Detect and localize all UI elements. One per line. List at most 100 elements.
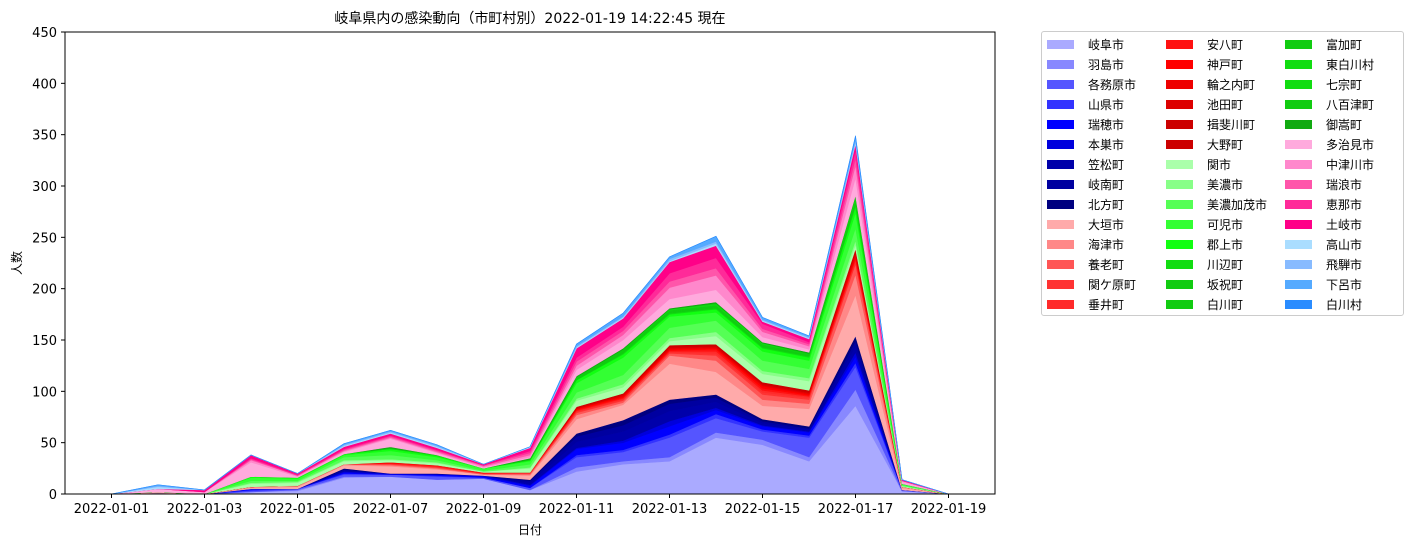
legend-label: 北方町 — [1088, 196, 1124, 213]
legend-label: 土岐市 — [1326, 216, 1362, 233]
legend-swatch — [1047, 180, 1074, 189]
legend-item: 養老町 — [1047, 257, 1124, 271]
y-tick-label: 400 — [32, 77, 57, 92]
x-axis-ticks: 2022-01-01 2022-01-03 2022-01-05 2022-01-07… — [74, 494, 987, 517]
legend-item: 美濃加茂市 — [1166, 197, 1267, 211]
legend-label: 川辺町 — [1207, 256, 1243, 273]
legend-swatch — [1047, 260, 1074, 269]
legend-label: 山県市 — [1088, 96, 1124, 113]
y-tick-label: 300 — [32, 180, 57, 195]
legend-label: 下呂市 — [1326, 276, 1362, 293]
legend-label: 池田町 — [1207, 96, 1243, 113]
legend-swatch — [1285, 180, 1312, 189]
legend-swatch — [1047, 300, 1074, 309]
legend-label: 御嵩町 — [1326, 116, 1362, 133]
x-tick-label: 2022-01-19 — [911, 502, 987, 517]
legend-label: 笠松町 — [1088, 156, 1124, 173]
legend-swatch — [1285, 120, 1312, 129]
legend-swatch — [1285, 60, 1312, 69]
legend-swatch — [1166, 160, 1193, 169]
legend-swatch — [1285, 140, 1312, 149]
y-axis-label: 人数 — [9, 251, 24, 275]
legend-swatch — [1166, 220, 1193, 229]
legend-label: 瑞穂市 — [1088, 116, 1124, 133]
legend-swatch — [1285, 200, 1312, 209]
legend-label: 坂祝町 — [1207, 276, 1243, 293]
legend-item: 安八町 — [1166, 37, 1243, 51]
legend-swatch — [1166, 240, 1193, 249]
legend-item: 関市 — [1166, 157, 1231, 171]
legend-label: 大垣市 — [1088, 216, 1124, 233]
x-tick-label: 2022-01-15 — [725, 502, 801, 517]
legend-label: 安八町 — [1207, 36, 1243, 53]
legend-swatch — [1047, 140, 1074, 149]
legend-swatch — [1285, 260, 1312, 269]
legend-item: 本巣市 — [1047, 137, 1124, 151]
legend-swatch — [1047, 200, 1074, 209]
legend-swatch — [1285, 80, 1312, 89]
legend-label: 養老町 — [1088, 256, 1124, 273]
legend-swatch — [1285, 300, 1312, 309]
legend-swatch — [1166, 80, 1193, 89]
legend-swatch — [1047, 40, 1074, 49]
legend-label: 郡上市 — [1207, 236, 1243, 253]
x-axis-label: 日付 — [518, 523, 542, 537]
y-tick-label: 450 — [32, 26, 57, 41]
legend-swatch — [1166, 260, 1193, 269]
x-tick-label: 2022-01-09 — [446, 502, 522, 517]
legend-swatch — [1285, 40, 1312, 49]
x-tick-label: 2022-01-11 — [539, 502, 615, 517]
legend-item: 高山市 — [1285, 237, 1362, 251]
legend-item: 富加町 — [1285, 37, 1362, 51]
legend-item: 羽島市 — [1047, 57, 1124, 71]
legend-item: 大野町 — [1166, 137, 1243, 151]
legend-swatch — [1047, 160, 1074, 169]
legend-label: 関市 — [1207, 156, 1231, 173]
x-tick-label: 2022-01-07 — [353, 502, 429, 517]
legend-swatch — [1166, 300, 1193, 309]
legend-swatch — [1285, 100, 1312, 109]
legend-label: 岐南町 — [1088, 176, 1124, 193]
legend-swatch — [1166, 100, 1193, 109]
legend-label: 白川町 — [1207, 296, 1243, 313]
legend-label: 海津市 — [1088, 236, 1124, 253]
legend-item: 郡上市 — [1166, 237, 1243, 251]
x-tick-label: 2022-01-01 — [74, 502, 150, 517]
x-tick-label: 2022-01-17 — [818, 502, 894, 517]
legend-swatch — [1047, 220, 1074, 229]
legend-item: 白川村 — [1285, 297, 1362, 311]
legend-label: 揖斐川町 — [1207, 116, 1255, 133]
legend-item: 関ケ原町 — [1047, 277, 1136, 291]
legend-label: 羽島市 — [1088, 56, 1124, 73]
legend-item: 北方町 — [1047, 197, 1124, 211]
legend-item: 七宗町 — [1285, 77, 1362, 91]
legend-item: 美濃市 — [1166, 177, 1243, 191]
stacked-areas — [112, 136, 949, 494]
y-tick-label: 150 — [32, 334, 57, 349]
y-tick-label: 350 — [32, 129, 57, 144]
legend-item: 海津市 — [1047, 237, 1124, 251]
legend-label: 高山市 — [1326, 236, 1362, 253]
legend-label: 垂井町 — [1088, 296, 1124, 313]
legend-item: 大垣市 — [1047, 217, 1124, 231]
legend-label: 中津川市 — [1326, 156, 1374, 173]
legend-label: 輪之内町 — [1207, 76, 1255, 93]
y-tick-label: 50 — [40, 437, 57, 452]
legend-item: 垂井町 — [1047, 297, 1124, 311]
legend-item: 神戸町 — [1166, 57, 1243, 71]
legend-swatch — [1047, 120, 1074, 129]
legend-item: 恵那市 — [1285, 197, 1362, 211]
legend-item: 瑞穂市 — [1047, 117, 1124, 131]
y-tick-label: 250 — [32, 231, 57, 246]
legend-swatch — [1166, 60, 1193, 69]
legend: 岐阜市羽島市各務原市山県市瑞穂市本巣市笠松町岐南町北方町大垣市海津市養老町関ケ原… — [1041, 31, 1404, 316]
legend-swatch — [1166, 180, 1193, 189]
legend-item: 白川町 — [1166, 297, 1243, 311]
legend-swatch — [1166, 200, 1193, 209]
legend-item: 揖斐川町 — [1166, 117, 1255, 131]
legend-swatch — [1047, 280, 1074, 289]
legend-label: 本巣市 — [1088, 136, 1124, 153]
legend-swatch — [1285, 160, 1312, 169]
legend-item: 各務原市 — [1047, 77, 1136, 91]
legend-label: 岐阜市 — [1088, 36, 1124, 53]
